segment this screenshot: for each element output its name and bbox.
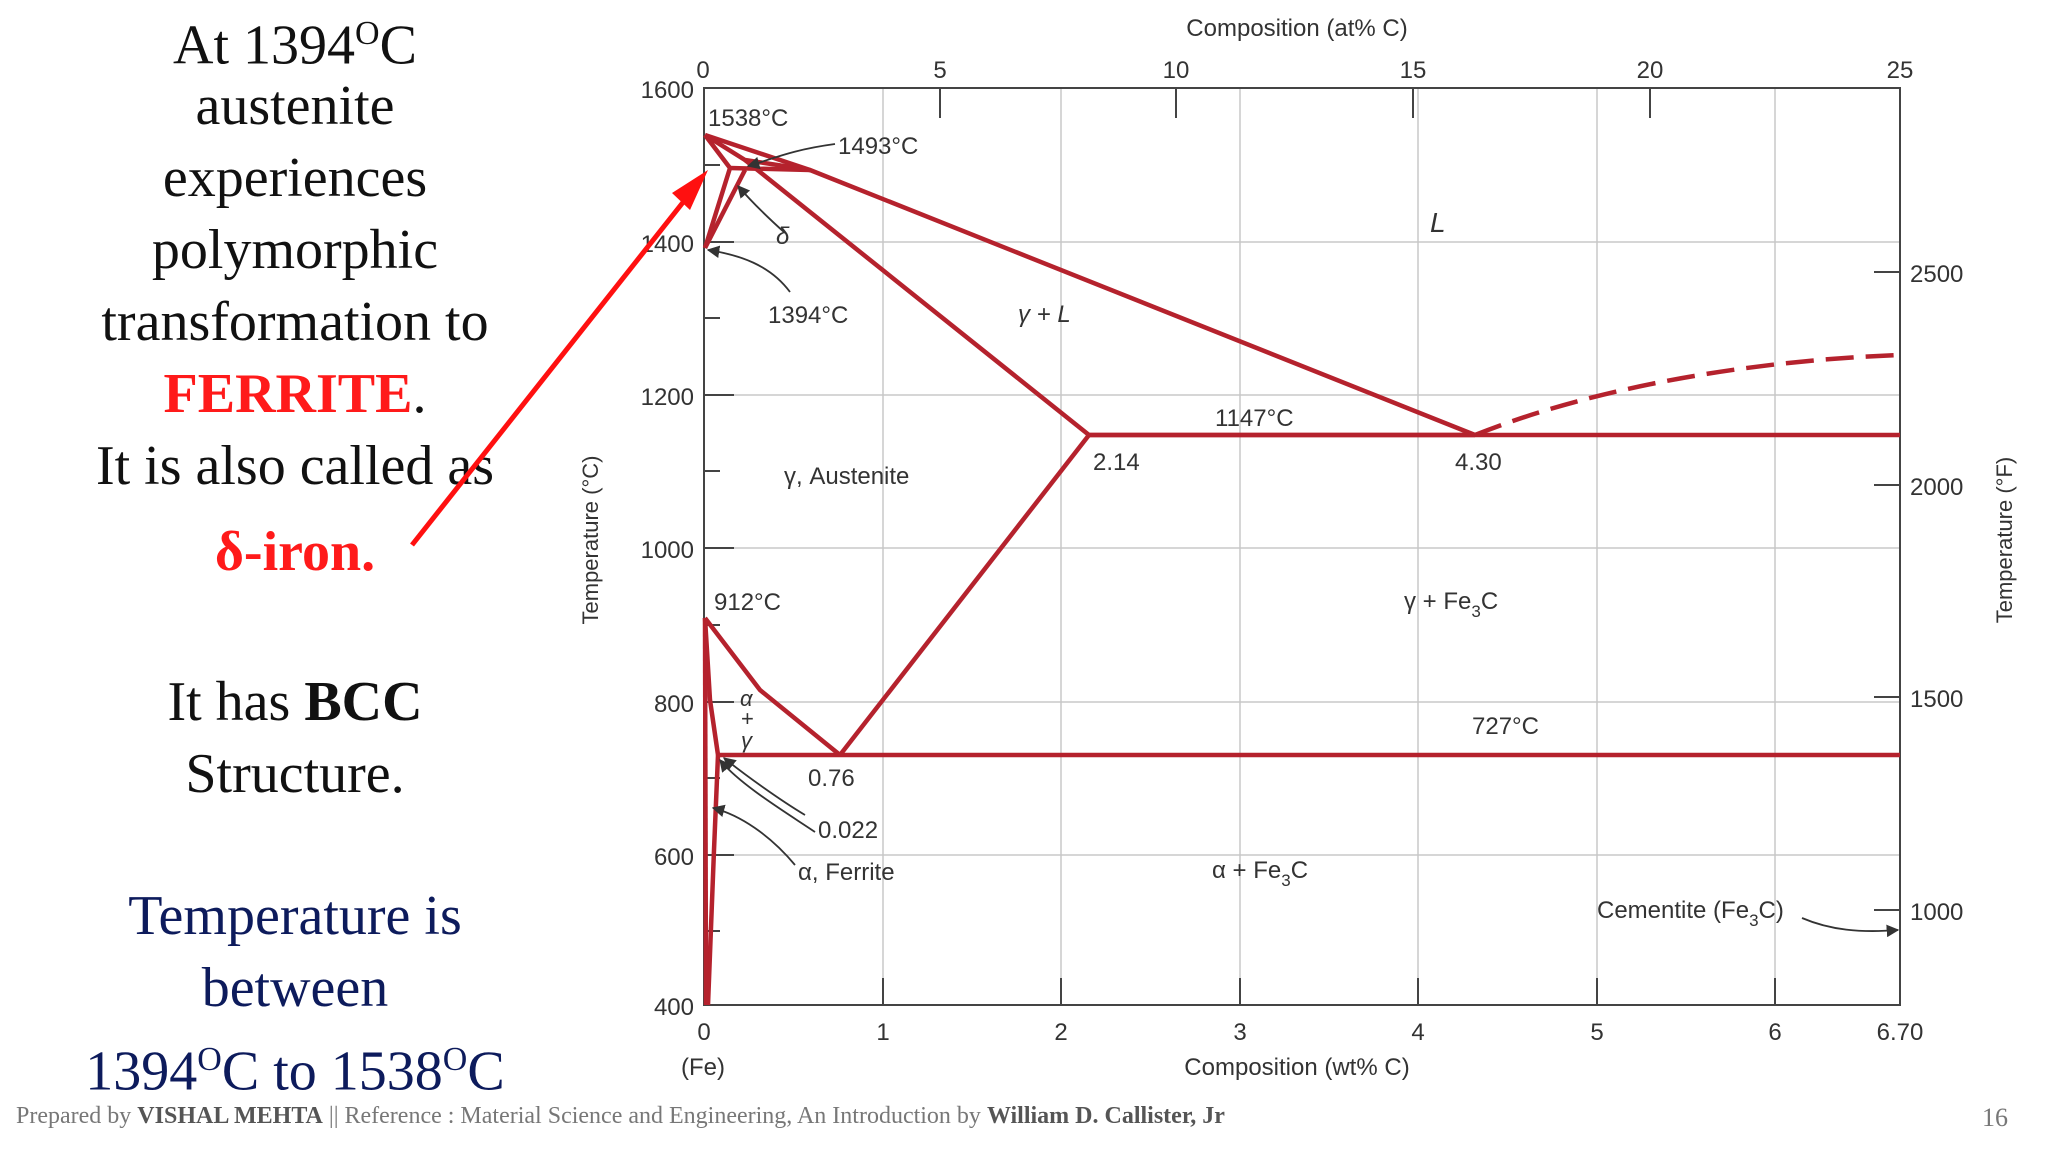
footer-credit: Prepared by VISHAL MEHTA || Reference : … <box>16 1103 1225 1129</box>
axis-labels: 1600 1400 1200 1000 800 600 400 0 1 2 3 … <box>578 15 2017 1081</box>
top-axis-title: Composition (at% C) <box>1186 15 1407 42</box>
page-number: 16 <box>1982 1103 2008 1132</box>
label-pointers <box>706 143 1900 938</box>
text-temp-2: between <box>201 957 389 1019</box>
text-delta-iron: δ-iron. <box>214 521 376 583</box>
delta-l-boundary <box>703 133 811 173</box>
text-temp-1: Temperature is <box>128 885 462 947</box>
right-tick-1500: 1500 <box>1910 686 1963 713</box>
text-line-2: austenite <box>195 75 395 137</box>
bottom-tick-2: 2 <box>1054 1019 1067 1046</box>
bottom-tick-670: 6.70 <box>1877 1019 1924 1046</box>
top-tick-0: 0 <box>696 57 709 84</box>
label-austenite: γ, Austenite <box>784 463 909 490</box>
label-1147: 1147°C <box>1215 405 1294 432</box>
delta-gamma-boundary <box>702 168 748 250</box>
peritectic-line <box>729 165 811 173</box>
fe-label: (Fe) <box>681 1054 725 1081</box>
bottom-tick-6: 6 <box>1768 1019 1781 1046</box>
label-076: 0.76 <box>808 765 855 792</box>
text-line-7: It is also called as <box>95 435 495 497</box>
iron-carbon-phase-diagram: 1600 1400 1200 1000 800 600 400 0 1 2 3 … <box>578 15 2017 1081</box>
left-tick-600: 600 <box>654 844 694 871</box>
label-alpha-gamma-3: γ <box>741 728 754 753</box>
label-alpha-gamma-1: α <box>740 686 754 711</box>
text-temp-3: 1394OC to 1538OC <box>85 1040 505 1103</box>
label-alpha-fe3c: α + Fe3C <box>1212 857 1308 890</box>
explanation-text: At 1394OC austenite experiences polymorp… <box>0 0 590 1120</box>
alpha-solvus-low <box>705 754 721 1006</box>
bottom-tick-1: 1 <box>876 1019 889 1046</box>
text-line-ferrite: FERRITE. <box>163 363 427 425</box>
right-tick-1000: 1000 <box>1910 899 1963 926</box>
phase-labels: 1538°C 1493°C δ 1394°C L γ + L 1147°C 2.… <box>708 105 1784 930</box>
label-liquid: L <box>1430 207 1446 238</box>
top-tick-5: 5 <box>933 57 946 84</box>
plot-frame <box>703 87 1901 1006</box>
top-tick-10: 10 <box>1163 57 1190 84</box>
left-tick-1200: 1200 <box>641 384 694 411</box>
left-tick-800: 800 <box>654 691 694 718</box>
left-tick-1600: 1600 <box>641 77 694 104</box>
phase-boundaries <box>702 132 1900 1006</box>
label-0022: 0.022 <box>818 817 878 844</box>
label-1493: 1493°C <box>838 133 918 160</box>
label-912: 912°C <box>714 589 781 616</box>
right-tick-2000: 2000 <box>1910 474 1963 501</box>
label-1538: 1538°C <box>708 105 788 132</box>
text-line-bcc: It has BCC <box>167 671 423 733</box>
text-line-1: At 1394OC <box>173 14 417 77</box>
text-line-structure: Structure. <box>185 743 405 805</box>
right-axis-title: Temperature (°F) <box>1992 457 2017 624</box>
label-ferrite: α, Ferrite <box>798 859 895 886</box>
top-tick-15: 15 <box>1400 57 1427 84</box>
top-tick-25: 25 <box>1887 57 1914 84</box>
cementite-liquidus-dashed <box>1474 352 1901 438</box>
bottom-tick-4: 4 <box>1411 1019 1424 1046</box>
bottom-tick-5: 5 <box>1590 1019 1603 1046</box>
label-430: 4.30 <box>1455 449 1502 476</box>
top-tick-20: 20 <box>1637 57 1664 84</box>
left-tick-400: 400 <box>654 994 694 1021</box>
left-axis-title: Temperature (°C) <box>578 456 603 625</box>
text-line-5: transformation to <box>101 291 489 353</box>
a3-line <box>703 616 842 757</box>
label-1394: 1394°C <box>768 302 848 329</box>
right-tick-2500: 2500 <box>1910 261 1963 288</box>
left-tick-1000: 1000 <box>641 537 694 564</box>
label-gamma-l: γ + L <box>1018 301 1071 328</box>
label-cementite: Cementite (Fe3C) <box>1597 897 1784 930</box>
bottom-tick-0: 0 <box>697 1019 710 1046</box>
alpha-fe-edge <box>702 617 709 1006</box>
bottom-axis-title: Composition (wt% C) <box>1184 1054 1409 1081</box>
acm-line <box>838 433 1091 757</box>
label-214: 2.14 <box>1093 449 1140 476</box>
label-727: 727°C <box>1472 713 1539 740</box>
bottom-tick-3: 3 <box>1233 1019 1246 1046</box>
label-alpha-gamma-2: + <box>741 706 754 731</box>
label-delta: δ <box>776 223 790 250</box>
grid <box>704 88 1900 1005</box>
text-line-4: polymorphic <box>151 219 439 281</box>
label-gamma-fe3c: γ + Fe3C <box>1404 588 1498 621</box>
text-line-3: experiences <box>162 147 428 209</box>
